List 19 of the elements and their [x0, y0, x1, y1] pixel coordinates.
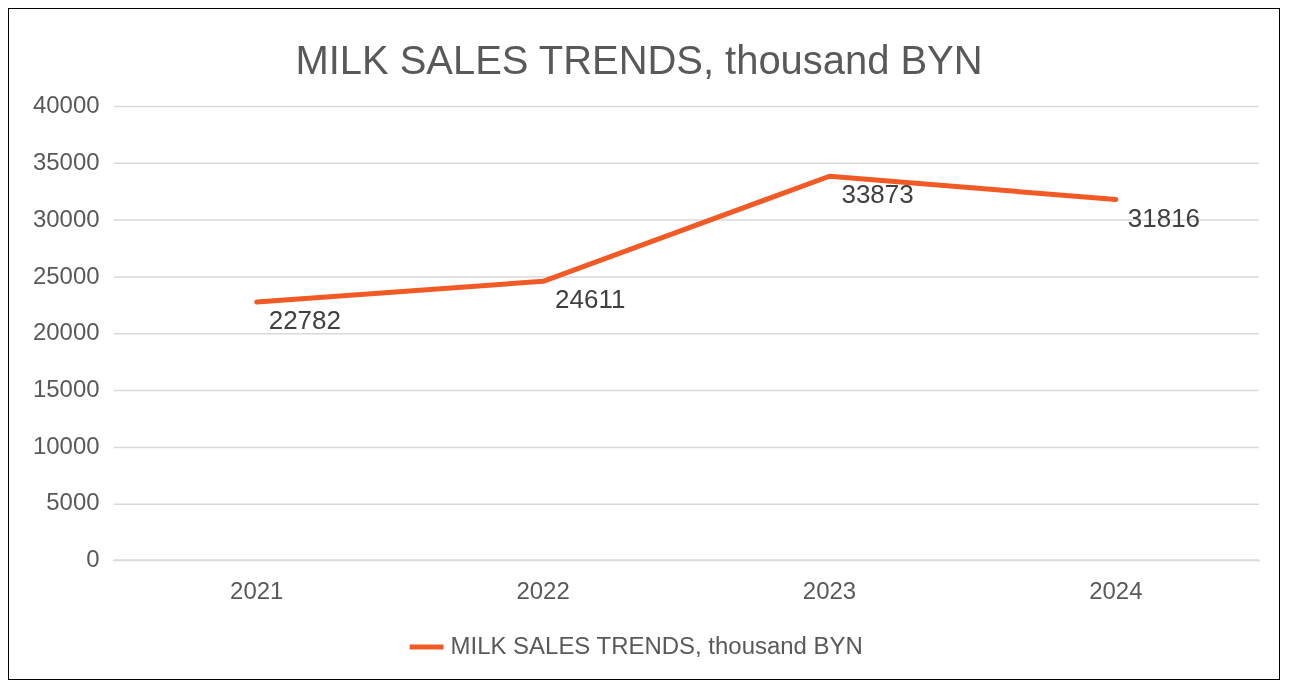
data-label: 31816 — [1127, 203, 1201, 232]
x-tick-label: 2021 — [230, 577, 284, 605]
y-tick-label: 35000 — [32, 148, 100, 176]
y-tick-label: 15000 — [32, 374, 100, 402]
data-label: 33873 — [841, 180, 914, 209]
y-tick-label: 20000 — [32, 318, 100, 346]
y-tick-label: 25000 — [32, 261, 100, 289]
x-tick-label: 2023 — [802, 577, 857, 605]
data-label: 22782 — [268, 306, 341, 335]
y-tick-label: 10000 — [32, 431, 100, 459]
y-tick-label: 30000 — [32, 204, 100, 232]
chart-title: MILK SALES TRENDS, thousand BYN — [295, 37, 983, 82]
x-tick-label: 2022 — [516, 577, 570, 605]
y-tick-label: 5000 — [46, 488, 100, 516]
data-label: 24611 — [555, 285, 626, 314]
x-tick-label: 2024 — [1089, 577, 1143, 605]
y-tick-label: 40000 — [32, 91, 100, 119]
y-tick-label: 0 — [86, 545, 100, 573]
legend-label: MILK SALES TRENDS, thousand BYN — [450, 631, 863, 659]
